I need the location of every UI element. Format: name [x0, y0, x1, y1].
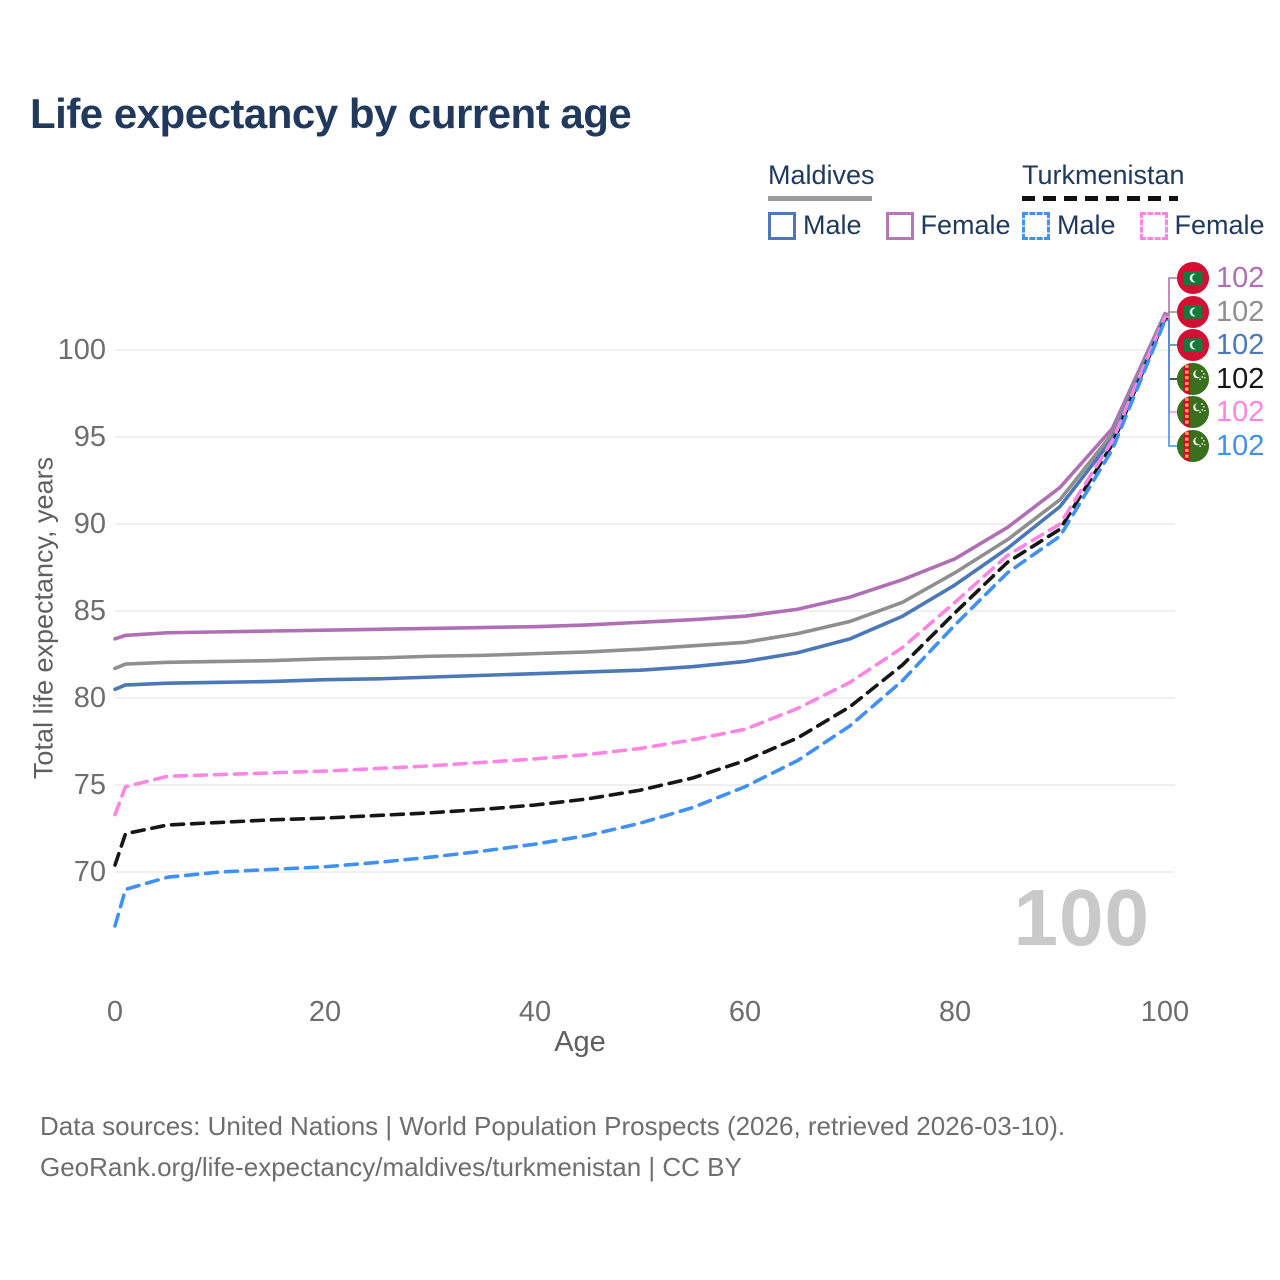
footer-line-datasources: Data sources: United Nations | World Pop…	[40, 1111, 1066, 1141]
maldives-flag-icon	[1176, 328, 1210, 362]
turkmenistan-flag-icon	[1176, 395, 1210, 429]
legend-group-turkmenistan: Turkmenistan Male Female	[1022, 160, 1265, 241]
series-line-turkmenistan-female	[113, 315, 1167, 817]
end-label-connector	[1166, 311, 1177, 317]
legend-item-turkmenistan-female[interactable]: Female	[1139, 210, 1265, 241]
end-label-connector	[1166, 319, 1177, 447]
legend-line-sample-solid	[768, 196, 872, 201]
maldives-flag-icon	[1176, 261, 1210, 295]
x-tick-label: 80	[938, 996, 972, 1028]
legend-item-label: Female	[1174, 210, 1265, 240]
end-label-connector	[1166, 277, 1177, 315]
turkmenistan-flag-icon	[1176, 362, 1210, 396]
page-title: Life expectancy by current age	[30, 90, 632, 137]
series-end-row: 102	[1176, 295, 1264, 329]
series-end-row: 102	[1176, 429, 1264, 463]
legend-item-maldives-male[interactable]: Male	[768, 210, 862, 241]
footer-line-url: GeoRank.org/life-expectancy/maldives/tur…	[40, 1152, 742, 1182]
legend-item-maldives-female[interactable]: Female	[885, 210, 1011, 241]
solid-square-swatch-icon	[885, 211, 914, 240]
legend-country-name: Turkmenistan	[1022, 160, 1185, 190]
legend-country-name: Maldives	[768, 160, 875, 190]
y-tick-label: 100	[57, 334, 106, 366]
y-tick-label: 70	[73, 856, 106, 888]
x-tick-label: 0	[106, 996, 124, 1028]
footer-attribution: Data sources: United Nations | World Pop…	[40, 1106, 1065, 1188]
series-line-turkmenistan-male	[113, 318, 1167, 928]
x-tick-label: 100	[1140, 996, 1190, 1028]
y-tick-label: 90	[73, 508, 106, 540]
series-line-turkmenistan-both-sexes	[113, 316, 1167, 867]
legend-group-maldives: Maldives Male Female	[768, 160, 1011, 241]
legend-item-label: Female	[920, 210, 1011, 240]
legend-item-label: Male	[1057, 210, 1116, 240]
y-tick-label: 85	[73, 595, 106, 627]
end-value-label: 102	[1216, 362, 1265, 395]
x-tick-label: 20	[308, 996, 342, 1028]
end-value-label: 102	[1216, 429, 1265, 462]
turkmenistan-flag-icon	[1176, 429, 1210, 463]
series-end-row: 102	[1176, 328, 1264, 362]
legend-item-turkmenistan-male[interactable]: Male	[1022, 210, 1116, 241]
age-watermark: 100	[1013, 873, 1150, 962]
y-tick-label: 75	[73, 769, 106, 801]
series-end-row: 102	[1176, 395, 1264, 429]
x-tick-label: 60	[728, 996, 762, 1028]
dashed-square-swatch-icon	[1022, 211, 1050, 240]
series-end-row: 102	[1176, 261, 1264, 295]
series-line-maldives-male	[113, 315, 1167, 692]
y-tick-label: 95	[73, 421, 106, 453]
y-tick-label: 80	[73, 682, 106, 714]
legend-line-sample-dashed	[1022, 196, 1178, 201]
x-tick-label: 40	[518, 996, 552, 1028]
series-line-maldives-female	[113, 311, 1167, 641]
end-value-label: 102	[1216, 261, 1265, 294]
maldives-flag-icon	[1176, 295, 1210, 329]
end-value-label: 102	[1216, 328, 1265, 361]
legend-item-label: Male	[803, 210, 862, 240]
solid-square-swatch-icon	[768, 211, 796, 240]
series-end-row: 102	[1176, 362, 1264, 396]
end-value-label: 102	[1216, 395, 1265, 428]
y-axis-title: Total life expectancy, years	[28, 456, 59, 780]
x-axis-title: Age	[554, 1026, 606, 1058]
series-line-maldives-both-sexes	[113, 313, 1167, 671]
end-value-label: 102	[1216, 295, 1265, 328]
dashed-square-swatch-icon	[1139, 211, 1168, 240]
